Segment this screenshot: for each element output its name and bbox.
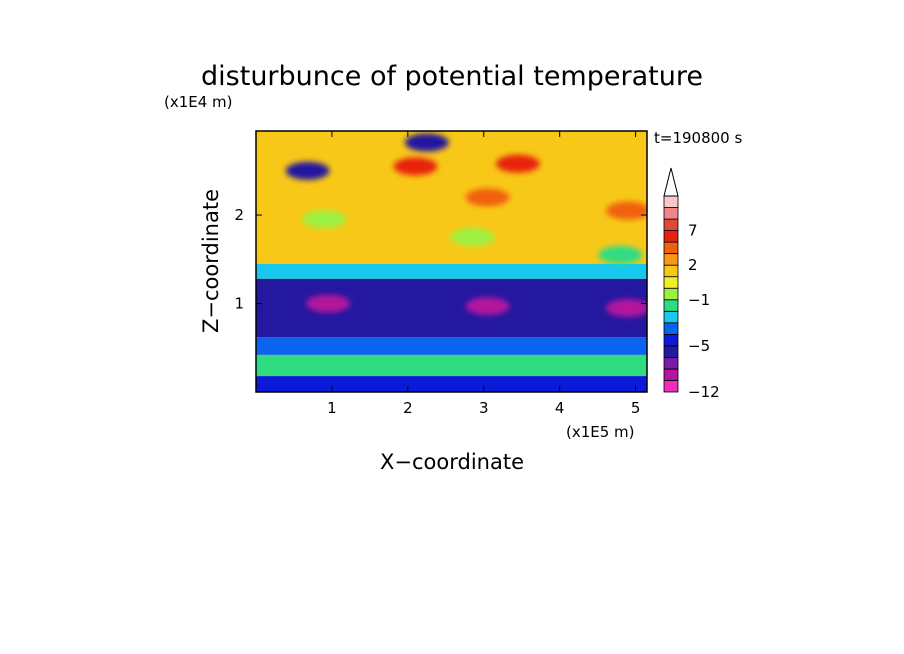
y-unit-label: (x1E4 m) [164,93,233,111]
colorbar-swatch [663,368,679,381]
colorbar-swatch [663,253,679,266]
chart-title: disturbunce of potential temperature [201,61,703,92]
field-band [256,337,647,355]
field-anomaly [465,297,510,316]
plot-frame [255,130,648,393]
field-anomaly [393,157,438,176]
colorbar-swatch [663,195,679,208]
colorbar-tick-label: −5 [688,337,710,355]
field-anomaly [495,154,540,173]
y-axis: 12 [234,206,647,313]
colorbar-swatch [663,299,679,312]
x-tick-label: 5 [631,399,641,417]
field-band [256,376,647,392]
colorbar-swatch [663,310,679,324]
colorbar-swatch [663,264,679,278]
colorbar-tick-label: 7 [688,222,698,240]
y-tick-label: 2 [234,206,244,224]
colorbar-swatch [663,322,679,335]
bands-layer [256,131,647,392]
colorbar: 7 2 −1 −5 −12 [663,167,720,401]
colorbar-swatch [663,218,679,231]
colorbar-tick-label: −1 [688,291,710,309]
field-anomaly [306,294,351,313]
features-layer [285,133,647,317]
colorbar-extend-arrow [663,167,679,197]
field-anomaly [606,201,647,220]
field-band [256,131,647,264]
field-anomaly [465,188,510,207]
colorbar-swatch [663,207,679,220]
field-anomaly [598,245,643,264]
x-axis-label: X−coordinate [380,450,524,474]
x-tick-label: 4 [555,399,565,417]
x-tick-label: 2 [403,399,413,417]
field-anomaly [606,298,647,317]
field-anomaly [285,161,330,180]
x-axis: 1 2 3 4 5 [327,131,640,417]
field-band [256,354,647,377]
colorbar-tick-label: −12 [688,383,720,401]
x-unit-label: (x1E5 m) [566,423,635,441]
colorbar-swatch [663,241,679,255]
y-tick-label: 1 [234,295,244,313]
field-anomaly [302,210,347,229]
x-tick-label: 1 [327,399,337,417]
field-anomaly [450,228,495,247]
colorbar-swatch [663,276,679,289]
field-band [256,263,647,279]
colorbar-swatch [663,345,679,358]
y-axis-label: Z−coordinate [199,189,223,333]
colorbar-swatch [663,357,679,370]
colorbar-swatch [663,333,679,347]
colorbar-swatch [663,287,679,301]
colorbar-tick-label: 2 [688,256,698,274]
plot-field [256,131,647,392]
colorbar-swatch [663,230,679,243]
x-tick-label: 3 [479,399,489,417]
field-anomaly [404,133,449,152]
colorbar-swatch [663,380,679,393]
time-label: t=190800 s [654,129,742,147]
